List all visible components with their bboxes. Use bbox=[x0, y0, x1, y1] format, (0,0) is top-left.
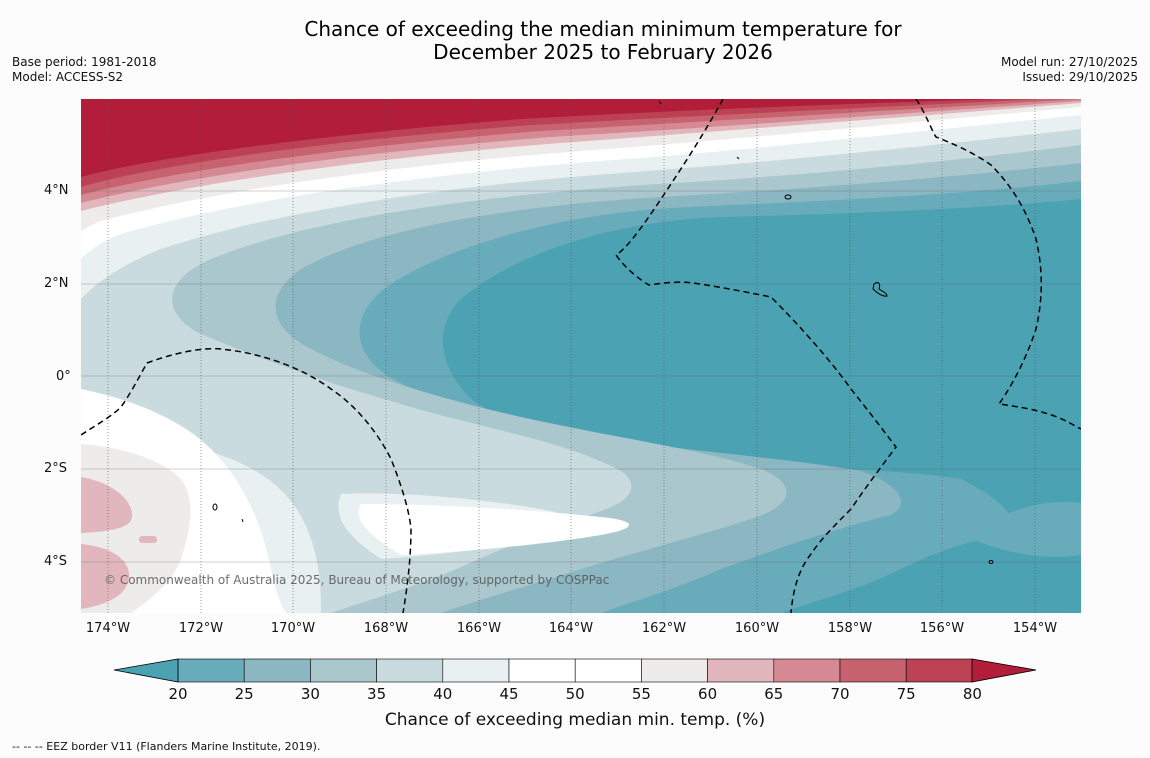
base-period: Base period: 1981-2018 bbox=[12, 55, 157, 69]
colorbar-tick-label: 50 bbox=[565, 685, 585, 703]
title-line-2: December 2025 to February 2026 bbox=[433, 40, 773, 64]
colorbar-tick-label: 65 bbox=[764, 685, 784, 703]
lon-label-170W: 170°W bbox=[270, 621, 316, 636]
lon-label-168W: 168°W bbox=[363, 621, 409, 636]
colorbar-segment bbox=[574, 658, 642, 683]
band-45-55-south bbox=[358, 504, 630, 555]
lat-label-4N: 4°N bbox=[44, 183, 69, 198]
lon-label-154W: 154°W bbox=[1012, 621, 1058, 636]
lat-label-2S: 2°S bbox=[44, 461, 68, 476]
pink-patch bbox=[139, 536, 157, 543]
model-name: Model: ACCESS-S2 bbox=[12, 70, 124, 84]
lon-label-162W: 162°W bbox=[641, 621, 687, 636]
band-above-80 bbox=[81, 99, 1001, 177]
lon-label-158W: 158°W bbox=[827, 621, 873, 636]
colorbar-segment bbox=[177, 658, 245, 683]
meta-left: Base period: 1981-2018 Model: ACCESS-S2 bbox=[12, 55, 157, 85]
lon-label-172W: 172°W bbox=[178, 621, 224, 636]
lon-label-164W: 164°W bbox=[548, 621, 594, 636]
title-line-1: Chance of exceeding the median minimum t… bbox=[304, 17, 902, 41]
issued-date: Issued: 29/10/2025 bbox=[1022, 70, 1138, 84]
colorbar-segment bbox=[243, 658, 311, 683]
latitude-lines bbox=[81, 190, 1081, 563]
colorbar bbox=[113, 658, 1037, 683]
band-60-65-sw bbox=[81, 477, 133, 609]
colorbar-tick-label: 25 bbox=[234, 685, 254, 703]
lon-label-166W: 166°W bbox=[456, 621, 502, 636]
colorbar-segment bbox=[773, 658, 841, 683]
colorbar-tick-label: 35 bbox=[367, 685, 387, 703]
lon-label-160W: 160°W bbox=[734, 621, 780, 636]
colorbar-segment bbox=[707, 658, 775, 683]
lat-label-2N: 2°N bbox=[44, 276, 69, 291]
colorbar-segments bbox=[177, 658, 973, 683]
lat-label-0: 0° bbox=[56, 369, 71, 384]
colorbar-segment bbox=[641, 658, 708, 683]
colorbar-segment bbox=[508, 658, 576, 683]
colorbar-tick-label: 45 bbox=[499, 685, 519, 703]
eez-footnote: -- -- -- EEZ border V11 (Flanders Marine… bbox=[12, 740, 321, 753]
lat-label-4S: 4°S bbox=[44, 554, 68, 569]
colorbar-title: Chance of exceeding median min. temp. (%… bbox=[384, 710, 766, 730]
eez-borders bbox=[81, 99, 1081, 613]
forecast-map bbox=[81, 99, 1081, 613]
model-run: Model run: 27/10/2025 bbox=[1000, 55, 1138, 69]
band-20-25-se bbox=[971, 502, 1081, 557]
colorbar-segment bbox=[310, 658, 377, 683]
band-35-40 bbox=[81, 99, 1081, 613]
colorbar-tick-label: 30 bbox=[300, 685, 320, 703]
copyright-notice: © Commonwealth of Australia 2025, Bureau… bbox=[104, 573, 610, 587]
lon-label-174W: 174°W bbox=[85, 621, 131, 636]
colorbar-tick-label: 75 bbox=[896, 685, 916, 703]
chart-title: Chance of exceeding the median minimum t… bbox=[0, 18, 1150, 64]
islands bbox=[212, 100, 994, 564]
colorbar-segment bbox=[376, 658, 444, 683]
colorbar-segment bbox=[442, 658, 510, 683]
map-panel bbox=[81, 99, 1081, 613]
meta-right: Model run: 27/10/2025 Issued: 29/10/2025 bbox=[1001, 55, 1138, 85]
colorbar-arrow-high bbox=[971, 658, 1037, 683]
colorbar-tick-label: 20 bbox=[168, 685, 188, 703]
colorbar-tick-label: 70 bbox=[830, 685, 850, 703]
colorbar-tick-label: 40 bbox=[433, 685, 453, 703]
lon-label-156W: 156°W bbox=[919, 621, 965, 636]
colorbar-tick-label: 80 bbox=[962, 685, 982, 703]
colorbar-segment bbox=[839, 658, 907, 683]
colorbar-tick-label: 55 bbox=[631, 685, 651, 703]
colorbar-segment bbox=[905, 658, 973, 683]
colorbar-arrow-low bbox=[113, 658, 179, 683]
colorbar-tick-label: 60 bbox=[698, 685, 718, 703]
